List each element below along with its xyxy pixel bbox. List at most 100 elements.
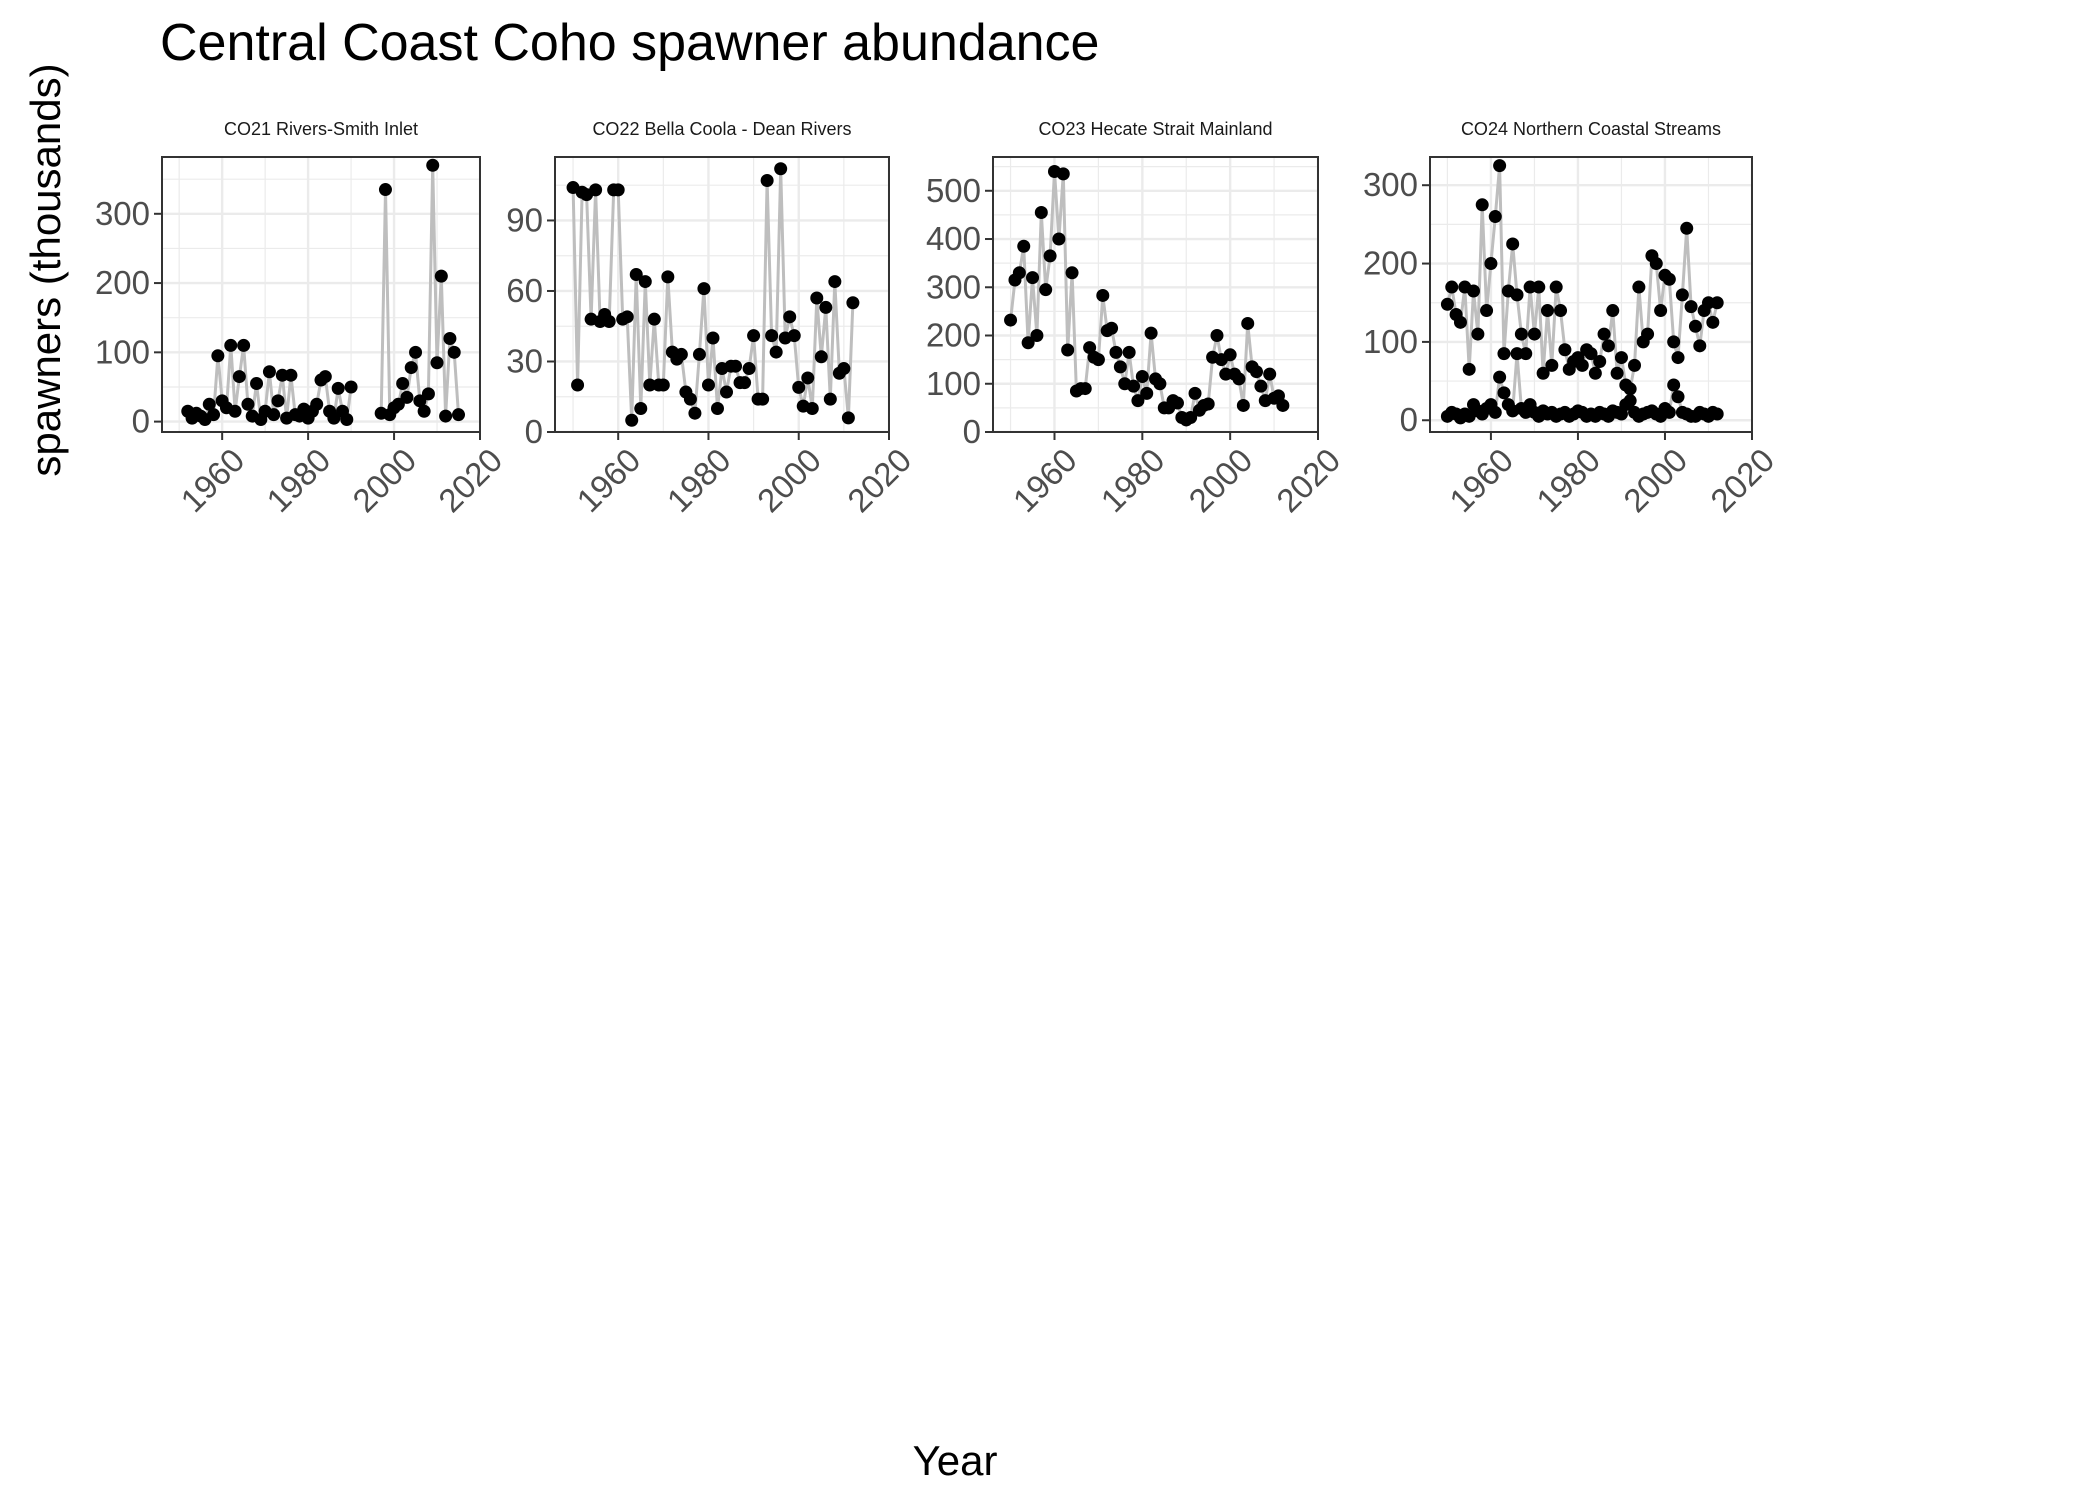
data-point xyxy=(447,345,461,359)
data-point xyxy=(634,401,648,415)
data-point xyxy=(674,347,688,361)
data-point xyxy=(656,378,670,392)
panel-plot-area xyxy=(993,157,1318,432)
data-point xyxy=(688,406,702,420)
x-tick-label: 1960 xyxy=(569,441,647,519)
data-point xyxy=(589,183,603,197)
data-point xyxy=(1632,280,1646,294)
data-point xyxy=(228,404,242,418)
data-point xyxy=(828,275,842,289)
data-point xyxy=(1276,398,1290,412)
y-tick-label: 500 xyxy=(926,172,981,209)
data-point xyxy=(1004,313,1018,327)
y-tick-label: 100 xyxy=(95,333,150,370)
data-point xyxy=(810,291,824,305)
data-point xyxy=(211,349,225,363)
data-point xyxy=(765,329,779,343)
panel-plot-area xyxy=(555,157,889,432)
data-point xyxy=(271,394,285,408)
data-point xyxy=(756,392,770,406)
data-point xyxy=(1488,210,1502,224)
data-point xyxy=(1628,358,1642,372)
data-point xyxy=(1606,304,1620,318)
y-tick-label: 400 xyxy=(926,220,981,257)
data-point xyxy=(1493,159,1507,173)
data-point xyxy=(683,392,697,406)
data-point xyxy=(1623,382,1637,396)
panel-title: CO21 Rivers-Smith Inlet xyxy=(224,119,418,139)
y-tick-label: 0 xyxy=(132,403,150,440)
y-tick-label: 300 xyxy=(95,195,150,232)
x-tick-label: 2000 xyxy=(750,441,828,519)
data-point xyxy=(1083,341,1097,355)
data-point xyxy=(421,387,435,401)
data-point xyxy=(710,401,724,415)
y-tick-label: 100 xyxy=(926,365,981,402)
data-point xyxy=(1017,239,1031,253)
data-point xyxy=(1667,378,1681,392)
data-point xyxy=(404,361,418,375)
data-point xyxy=(267,408,281,422)
data-point xyxy=(1026,271,1040,285)
y-tick-label: 60 xyxy=(506,272,543,309)
facet-panel: CO21 Rivers-Smith Inlet 0 100 200 300 1960 198… xyxy=(95,119,509,519)
data-point xyxy=(1641,327,1655,341)
data-point xyxy=(1012,266,1026,280)
data-point xyxy=(1127,379,1141,393)
data-point xyxy=(706,331,720,345)
data-point xyxy=(1184,411,1198,425)
data-point xyxy=(1144,326,1158,340)
data-point xyxy=(207,408,221,422)
data-point xyxy=(1034,205,1048,219)
data-point xyxy=(837,362,851,376)
data-point xyxy=(1131,394,1145,408)
data-point xyxy=(1497,347,1511,361)
data-point xyxy=(1210,329,1224,343)
data-point xyxy=(661,270,675,284)
series-line xyxy=(379,165,460,420)
x-tick-label: 2000 xyxy=(1616,441,1694,519)
data-point xyxy=(1693,339,1707,353)
data-point xyxy=(1232,372,1246,386)
data-point xyxy=(692,347,706,361)
data-point xyxy=(262,365,276,379)
data-point xyxy=(1614,351,1628,365)
chart-title: Central Coast Coho spawner abundance xyxy=(160,14,1099,72)
data-point xyxy=(331,381,345,395)
data-point xyxy=(1649,257,1663,271)
facet-panel: CO23 Hecate Strait Mainland 0 100 200 300 400… xyxy=(926,119,1347,519)
y-tick-label: 200 xyxy=(95,264,150,301)
data-point xyxy=(1271,389,1285,403)
data-point xyxy=(1135,370,1149,384)
facet-panel: CO24 Northern Coastal Streams 0 100 200 300 1… xyxy=(1363,119,1781,519)
data-point xyxy=(620,310,634,324)
x-tick-label: 2000 xyxy=(345,441,423,519)
y-tick-label: 30 xyxy=(506,342,543,379)
y-axis-title: spawners (thousands) xyxy=(22,63,69,476)
data-point xyxy=(237,338,251,352)
data-point xyxy=(1549,280,1563,294)
y-tick-label: 0 xyxy=(963,413,981,450)
x-tick-label: 1960 xyxy=(1006,441,1084,519)
data-point xyxy=(1140,386,1154,400)
data-point xyxy=(1223,348,1237,362)
x-tick-label: 1960 xyxy=(173,441,251,519)
data-point xyxy=(729,359,743,373)
data-point xyxy=(434,269,448,283)
panel-title: CO22 Bella Coola - Dean Rivers xyxy=(592,119,851,139)
data-point xyxy=(1688,319,1702,333)
x-tick-label: 1980 xyxy=(1529,441,1607,519)
data-point xyxy=(1597,327,1611,341)
data-point xyxy=(787,329,801,343)
facet-panel: CO22 Bella Coola - Dean Rivers 0 30 60 90 196… xyxy=(506,119,918,519)
data-point xyxy=(1440,297,1454,311)
data-point xyxy=(1263,367,1277,381)
y-tick-label: 300 xyxy=(1363,166,1418,203)
data-point xyxy=(1021,336,1035,350)
data-point xyxy=(310,397,324,411)
data-point xyxy=(1091,353,1105,367)
data-point xyxy=(1475,198,1489,212)
data-point xyxy=(1043,249,1057,263)
data-point xyxy=(409,345,423,359)
